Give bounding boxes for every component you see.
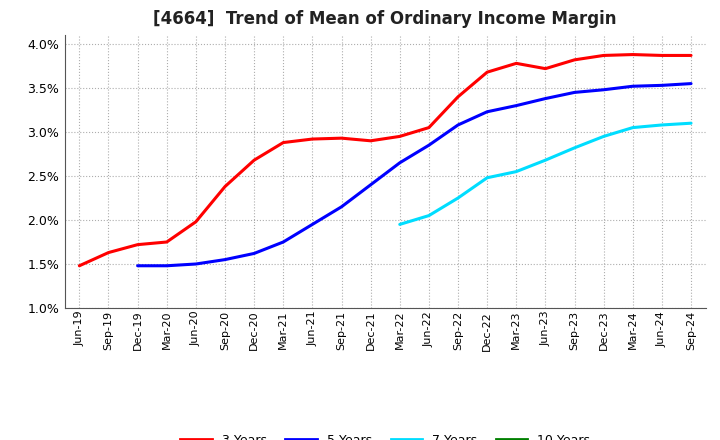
Title: [4664]  Trend of Mean of Ordinary Income Margin: [4664] Trend of Mean of Ordinary Income … — [153, 10, 617, 28]
Legend: 3 Years, 5 Years, 7 Years, 10 Years: 3 Years, 5 Years, 7 Years, 10 Years — [176, 429, 595, 440]
